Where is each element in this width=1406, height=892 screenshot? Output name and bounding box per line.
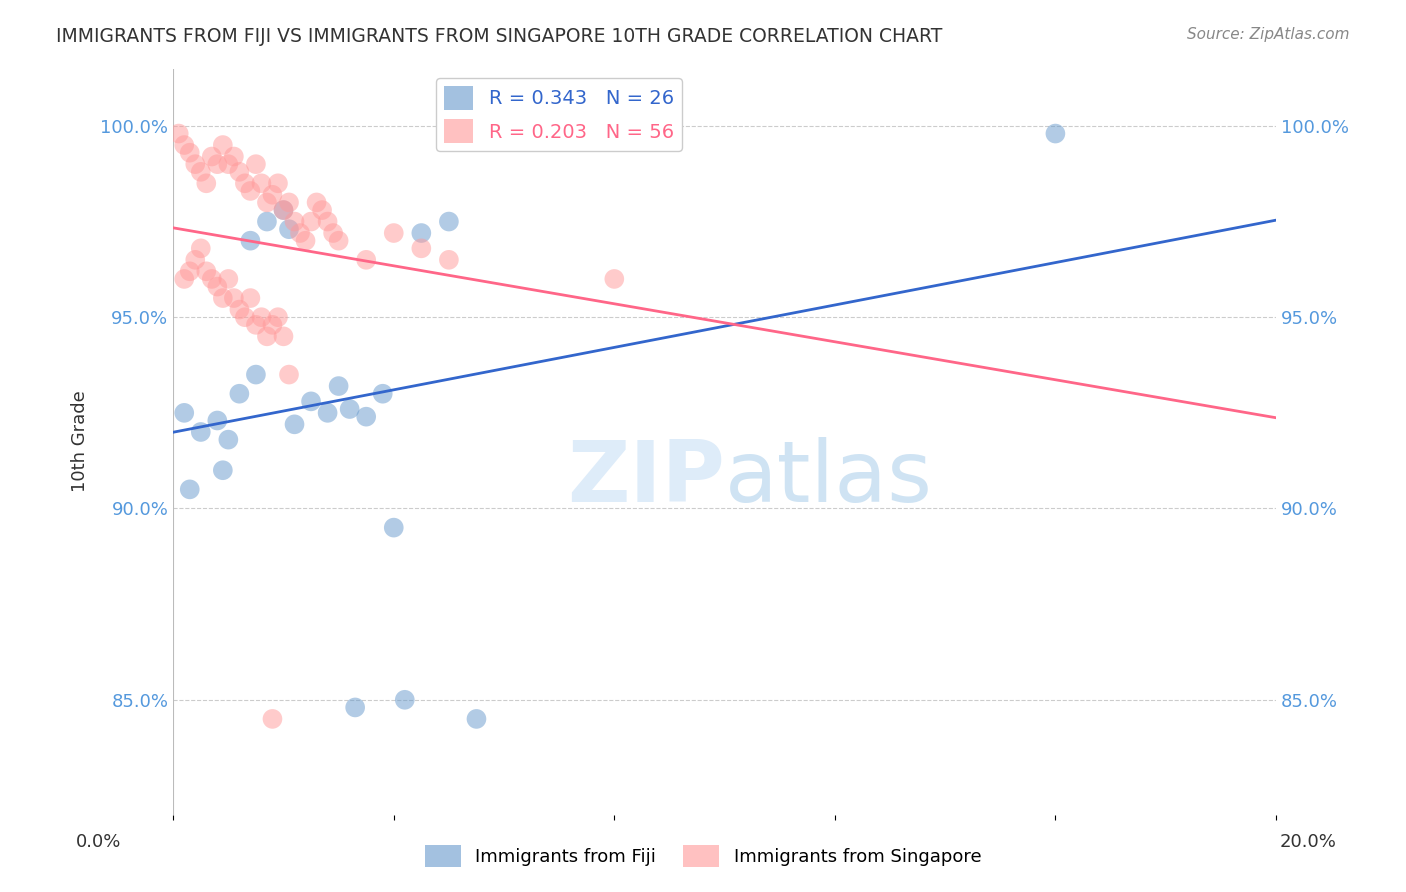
Point [239, 291, 262, 305]
Point [167, 127, 190, 141]
Point [239, 234, 262, 248]
Point [184, 157, 207, 171]
Point [322, 226, 344, 240]
Point [316, 406, 339, 420]
Point [217, 433, 239, 447]
Point [245, 318, 267, 332]
Point [201, 149, 224, 163]
Text: ZIP: ZIP [567, 437, 724, 520]
Point [262, 712, 284, 726]
Point [190, 241, 212, 255]
Point [273, 329, 295, 343]
Point [207, 279, 229, 293]
Point [328, 379, 350, 393]
Point [278, 222, 301, 236]
Point [328, 234, 350, 248]
Point [1045, 127, 1067, 141]
Point [256, 329, 278, 343]
Point [195, 264, 218, 278]
Point [250, 176, 273, 190]
Point [179, 145, 201, 160]
Point [294, 234, 316, 248]
Point [371, 386, 394, 401]
Point [228, 302, 250, 317]
Text: Source: ZipAtlas.com: Source: ZipAtlas.com [1187, 27, 1350, 42]
Point [278, 368, 301, 382]
Point [245, 157, 267, 171]
Point [437, 214, 460, 228]
Point [233, 176, 256, 190]
Point [394, 693, 416, 707]
Point [437, 252, 460, 267]
Point [256, 214, 278, 228]
Point [382, 521, 405, 535]
Point [173, 406, 195, 420]
Legend: Immigrants from Fiji, Immigrants from Singapore: Immigrants from Fiji, Immigrants from Si… [418, 838, 988, 874]
Point [465, 712, 488, 726]
Point [316, 214, 339, 228]
Point [305, 195, 328, 210]
Point [250, 310, 273, 325]
Point [262, 318, 284, 332]
Point [299, 394, 322, 409]
Point [173, 138, 195, 153]
Point [283, 417, 305, 432]
Point [278, 195, 301, 210]
Point [228, 386, 250, 401]
Point [211, 138, 233, 153]
Point [207, 157, 229, 171]
Point [267, 176, 290, 190]
Point [201, 272, 224, 286]
Point [239, 184, 262, 198]
Point [233, 310, 256, 325]
Point [190, 425, 212, 439]
Text: 20.0%: 20.0% [1279, 833, 1336, 851]
Point [311, 203, 333, 218]
Point [283, 214, 305, 228]
Text: 0.0%: 0.0% [76, 833, 121, 851]
Point [217, 272, 239, 286]
Legend: R = 0.343   N = 26, R = 0.203   N = 56: R = 0.343 N = 26, R = 0.203 N = 56 [436, 78, 682, 151]
Point [344, 700, 367, 714]
Point [207, 413, 229, 427]
Point [339, 402, 361, 417]
Point [273, 203, 295, 218]
Point [211, 291, 233, 305]
Y-axis label: 10th Grade: 10th Grade [72, 391, 89, 492]
Text: atlas: atlas [724, 437, 932, 520]
Point [195, 176, 218, 190]
Point [217, 157, 239, 171]
Point [411, 226, 433, 240]
Point [299, 214, 322, 228]
Point [179, 264, 201, 278]
Point [288, 226, 311, 240]
Point [211, 463, 233, 477]
Point [354, 252, 377, 267]
Point [222, 149, 245, 163]
Point [603, 272, 626, 286]
Point [273, 203, 295, 218]
Point [173, 272, 195, 286]
Point [245, 368, 267, 382]
Point [228, 165, 250, 179]
Point [411, 241, 433, 255]
Point [354, 409, 377, 424]
Point [256, 195, 278, 210]
Point [179, 483, 201, 497]
Point [382, 226, 405, 240]
Point [184, 252, 207, 267]
Point [222, 291, 245, 305]
Text: IMMIGRANTS FROM FIJI VS IMMIGRANTS FROM SINGAPORE 10TH GRADE CORRELATION CHART: IMMIGRANTS FROM FIJI VS IMMIGRANTS FROM … [56, 27, 942, 45]
Point [267, 310, 290, 325]
Point [190, 165, 212, 179]
Point [262, 187, 284, 202]
